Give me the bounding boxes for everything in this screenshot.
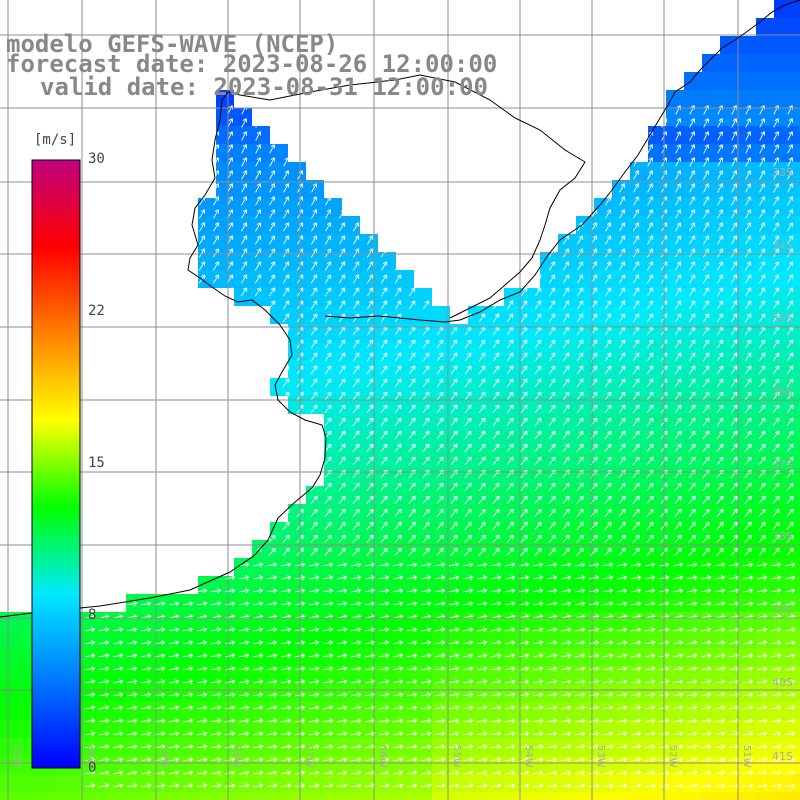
latitude-labels: 33S 34S 35S 36S 37S 38S 39S 40S 41S: [772, 166, 793, 763]
colorbar-unit: [m/s]: [34, 132, 77, 148]
lat-label: 39S: [772, 603, 793, 616]
wind-vector-arrows: [84, 105, 796, 789]
longitude-labels: 61W 60W 59W 58W 57W 56W 55W 54W 53W 52W 51W: [11, 745, 752, 768]
lon-label: 56W: [377, 745, 388, 768]
colorbar-gradient: [31, 159, 81, 769]
forecast-date: forecast date: 2023-08-26 12:00:00: [6, 50, 498, 78]
lat-label: 38S: [772, 530, 793, 543]
lon-label: 59W: [159, 745, 170, 768]
lat-label: 33S: [772, 166, 793, 179]
lat-label: 35S: [772, 312, 793, 325]
lon-label: 58W: [231, 745, 242, 768]
lon-label: 52W: [667, 745, 678, 768]
lon-label: 57W: [303, 745, 314, 768]
colorbar-tick-8: 8: [88, 607, 97, 623]
map-title: modelo GEFS-WAVE (NCEP): [6, 30, 339, 58]
lon-label: 61W: [11, 745, 22, 768]
valid-date: valid date: 2023-08-31 12:00:00: [40, 73, 488, 101]
colorbar-tick-30: 30: [88, 151, 105, 167]
lon-label: 54W: [523, 745, 534, 768]
colorbar-tick-15: 15: [88, 455, 105, 471]
lon-label: 60W: [85, 745, 96, 768]
colorbar-tick-0: 0: [88, 760, 97, 776]
lat-label: 37S: [772, 458, 793, 471]
lon-label: 55W: [451, 745, 462, 768]
lat-label: 36S: [772, 385, 793, 398]
lon-label: 51W: [741, 745, 752, 768]
colorbar: [31, 159, 81, 769]
lat-label: 41S: [772, 750, 793, 763]
colorbar-tick-22: 22: [88, 303, 105, 319]
lat-label: 40S: [772, 676, 793, 689]
lon-label: 53W: [595, 745, 606, 768]
coastline: [0, 0, 800, 618]
lat-label: 34S: [772, 239, 793, 252]
